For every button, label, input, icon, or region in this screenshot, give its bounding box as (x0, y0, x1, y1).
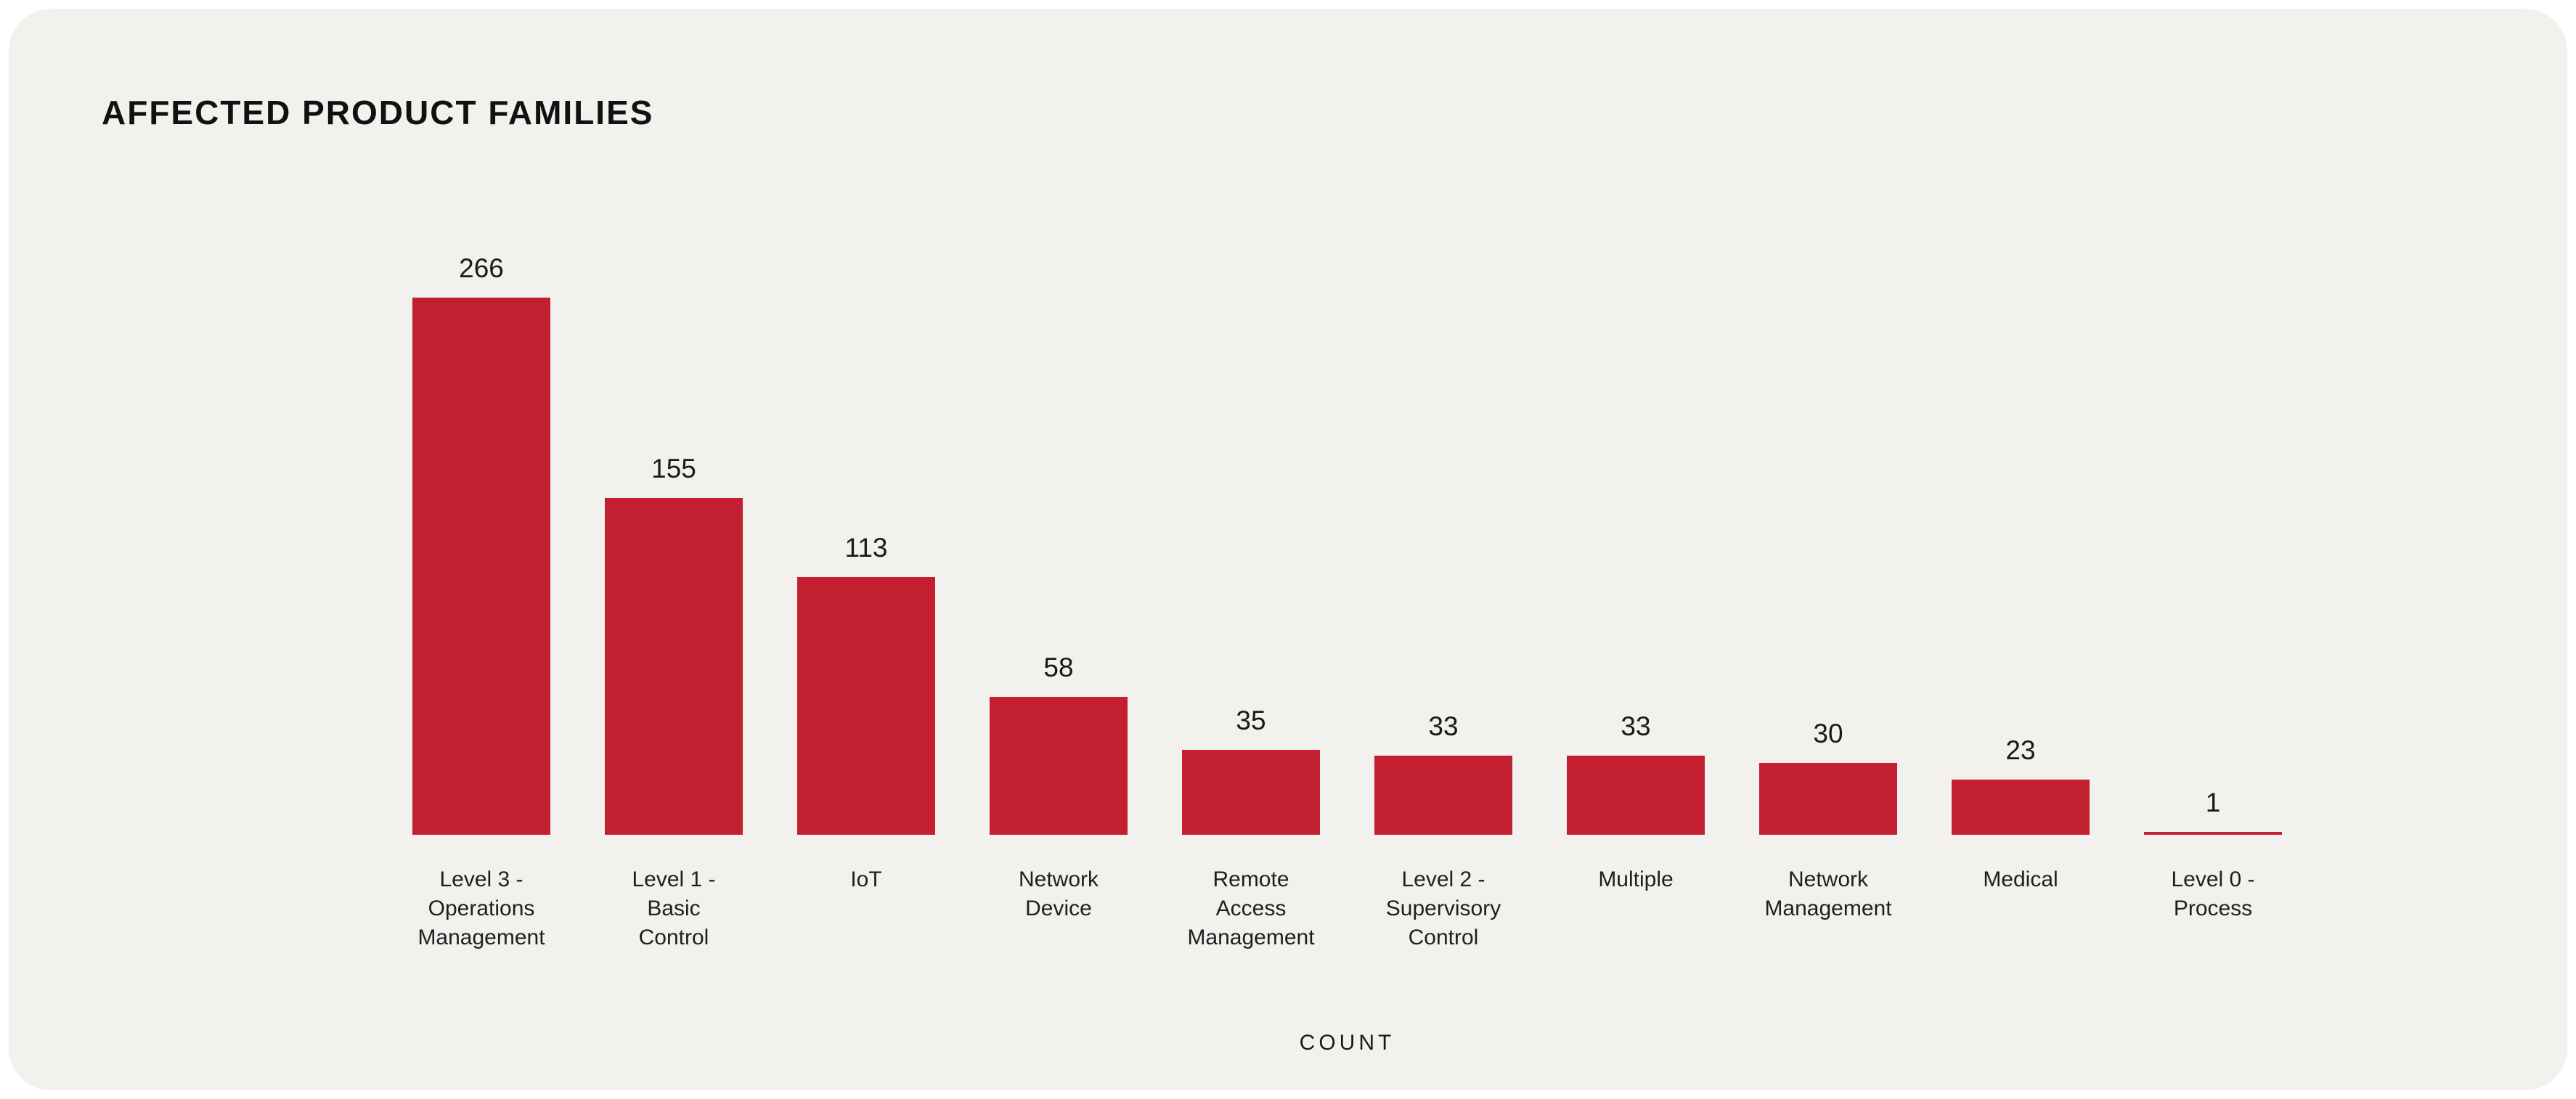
bar-value-label: 23 (2005, 735, 2036, 765)
bar-column: 58 (990, 654, 1128, 835)
bar-column: 23 (1952, 737, 2090, 835)
bar (1182, 750, 1320, 835)
bar (1952, 780, 2090, 835)
bar-value-label: 113 (844, 533, 888, 563)
bar (412, 298, 550, 835)
bar-value-label: 1 (2205, 788, 2221, 817)
x-axis-label: COUNT (1299, 1031, 1395, 1055)
bar-column: 33 (1374, 713, 1512, 835)
bar-value-label: 35 (1236, 706, 1266, 735)
chart-card: AFFECTED PRODUCT FAMILIES 266 155 113 58… (9, 9, 2567, 1090)
category-label: Medical (1983, 867, 2058, 891)
bar-value-label: 58 (1043, 653, 1074, 682)
bar (1759, 763, 1897, 835)
bars-row: 266 155 113 58 35 33 33 30 23 1 (412, 255, 2282, 835)
category-label: Multiple (1598, 867, 1674, 891)
category-label: Level 2 - Supervisory Control (1385, 867, 1501, 949)
category-label: Network Device (1018, 867, 1099, 920)
bar-value-label: 33 (1621, 711, 1651, 741)
bar-value-label: 33 (1428, 711, 1459, 741)
category-label: Level 1 - Basic Control (632, 867, 716, 949)
bar-value-label: 30 (1813, 719, 1843, 748)
category-label: Remote Access Management (1187, 867, 1315, 949)
bar-column: 35 (1182, 707, 1320, 835)
bar-value-label: 155 (651, 454, 696, 483)
bar (1374, 756, 1512, 835)
bar-column: 30 (1759, 720, 1897, 835)
bar-column: 113 (797, 534, 935, 835)
chart-title: AFFECTED PRODUCT FAMILIES (102, 94, 654, 131)
category-label: Network Management (1764, 867, 1892, 920)
bar-value-label: 266 (459, 253, 504, 283)
bar-column: 33 (1567, 713, 1705, 835)
category-labels-row: Level 3 - Operations Management Level 1 … (412, 865, 2282, 952)
bar-column: 1 (2144, 789, 2282, 835)
bar-column: 155 (605, 455, 743, 835)
bar-column: 266 (412, 255, 550, 835)
bar (990, 697, 1128, 835)
bar (605, 498, 743, 835)
category-label: Level 3 - Operations Management (417, 867, 545, 949)
category-label: Level 0 - Process (2171, 867, 2255, 920)
bar (2144, 832, 2282, 835)
bar (1567, 756, 1705, 835)
category-label: IoT (850, 867, 882, 891)
bar (797, 577, 935, 835)
